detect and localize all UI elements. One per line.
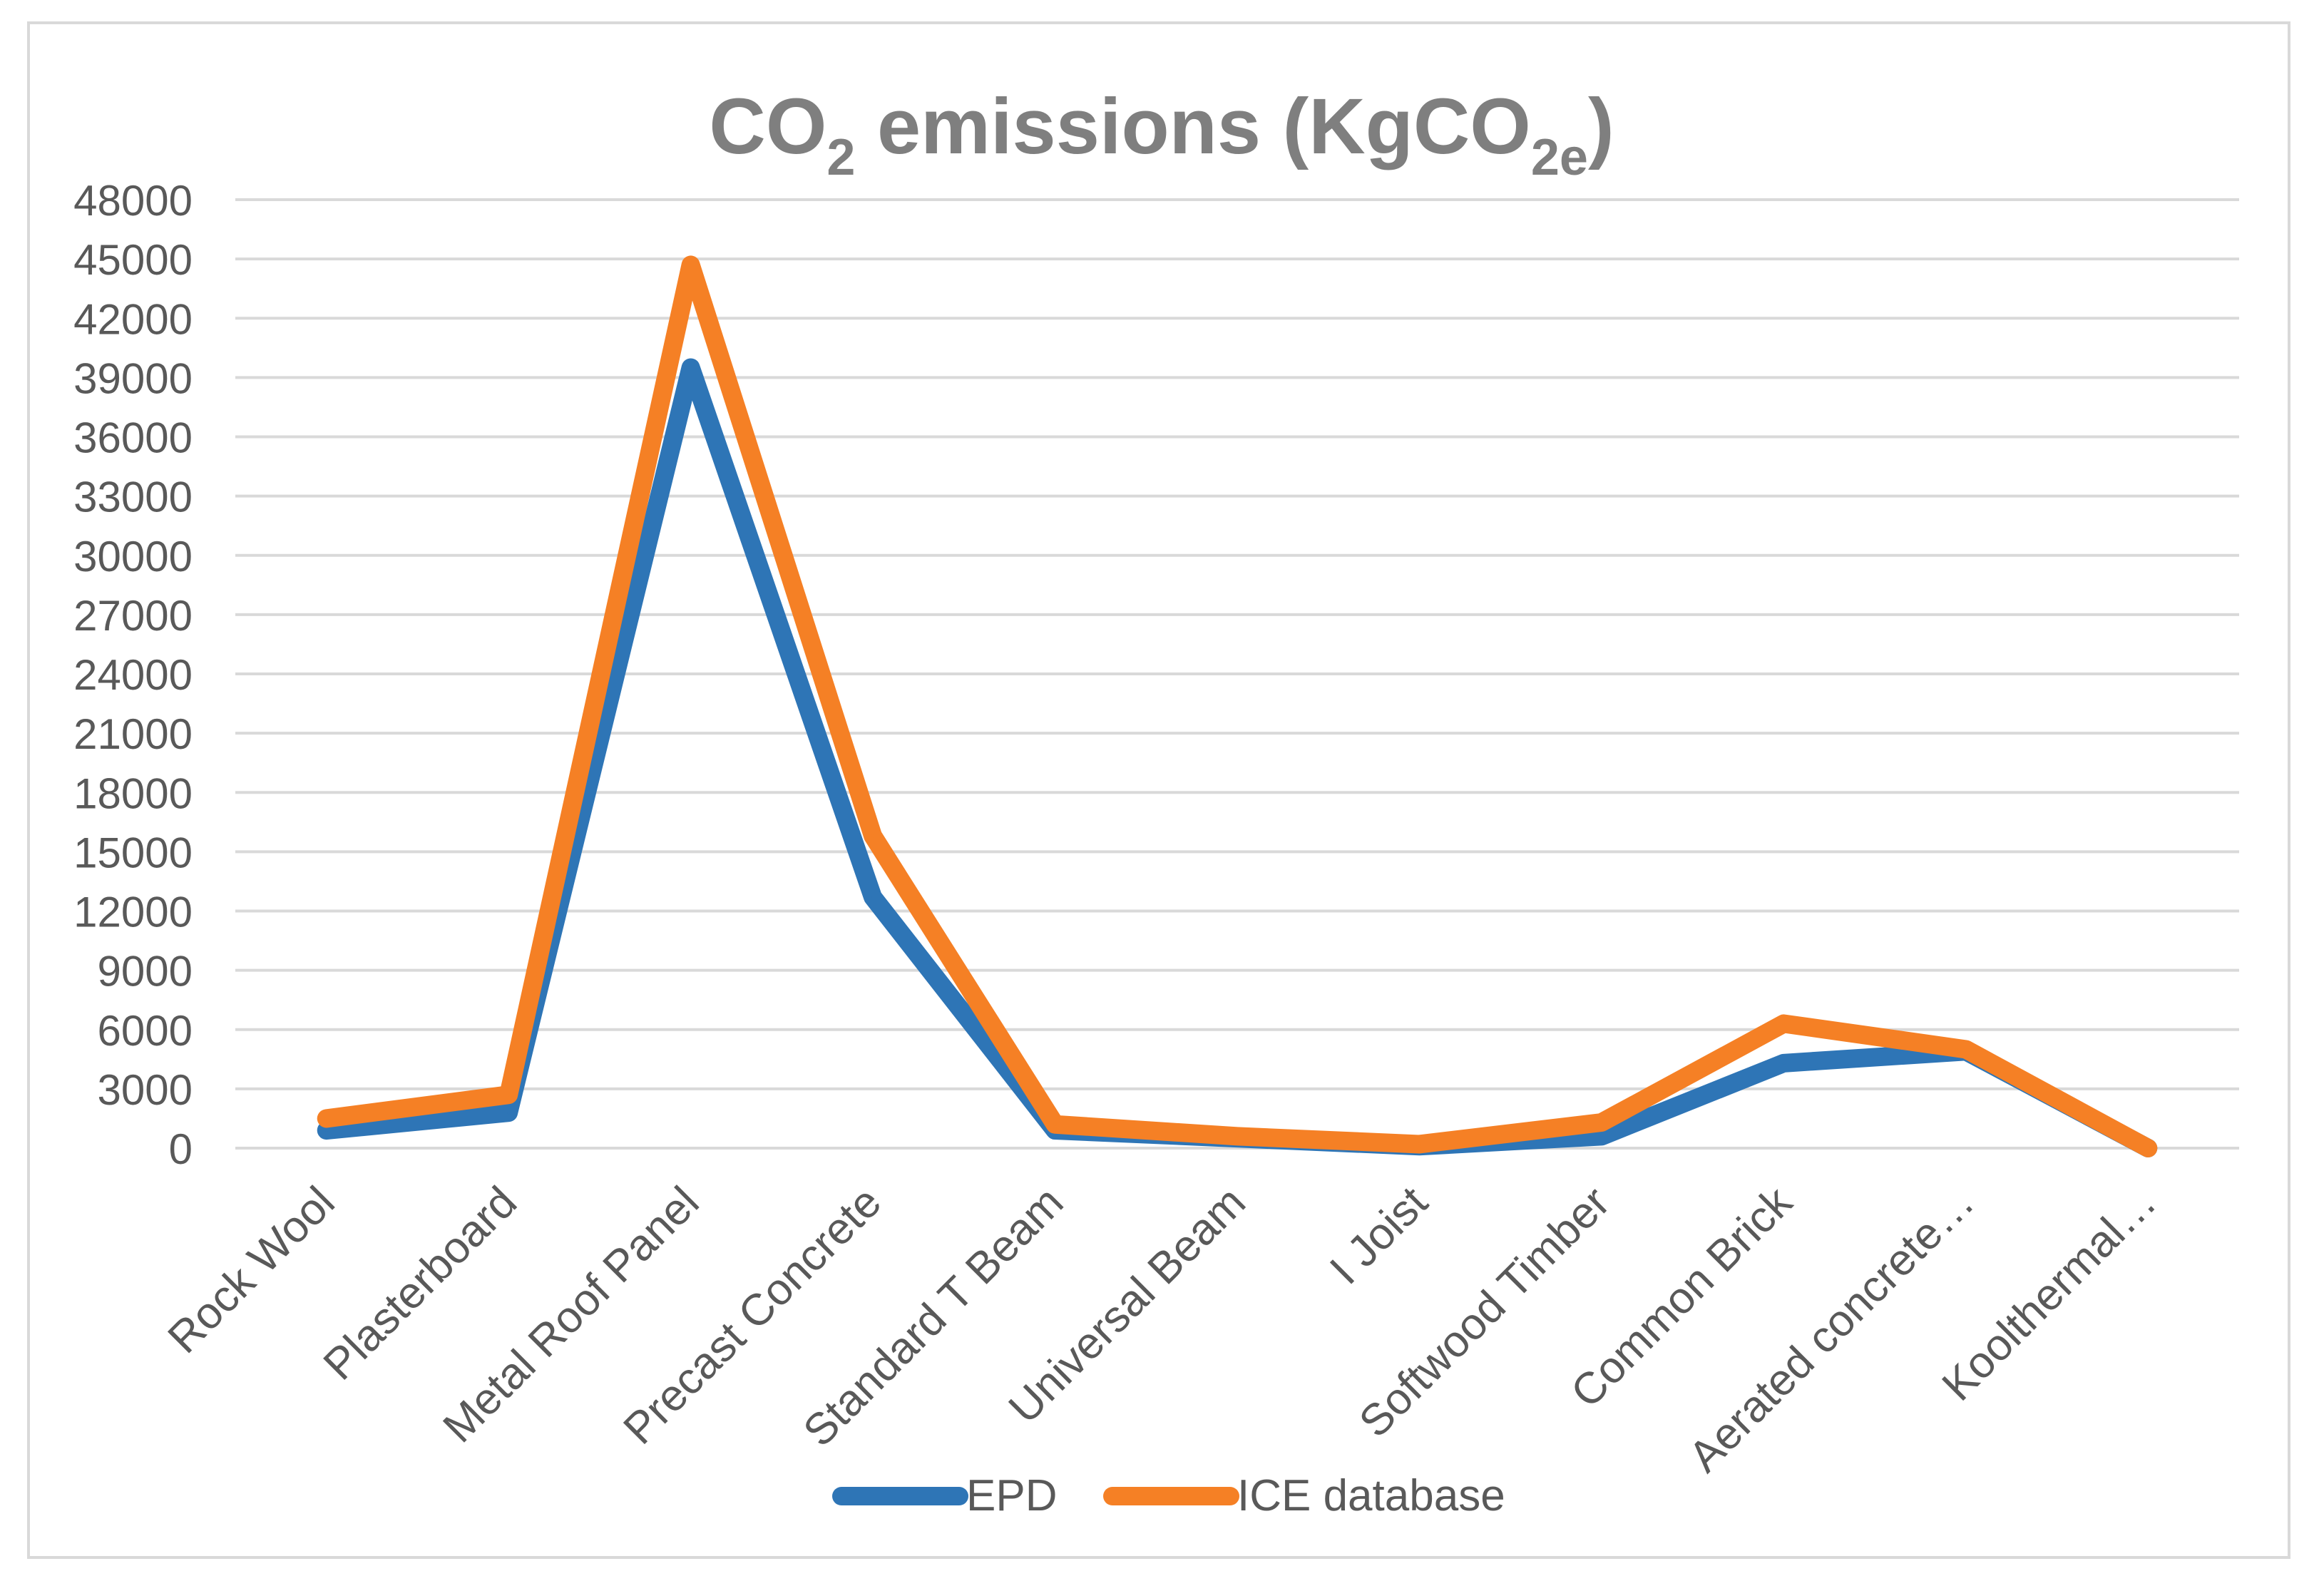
data-point (507, 1093, 511, 1097)
data-point (507, 1111, 511, 1115)
y-tick-label: 39000 (73, 354, 193, 402)
data-point (2146, 1147, 2150, 1150)
chart-title: CO2 emissions (KgCO2e) (709, 83, 1614, 186)
data-point (689, 366, 692, 369)
data-point (324, 1117, 328, 1120)
y-tick-label: 15000 (73, 829, 193, 876)
legend: EPD ICE database (832, 1471, 1505, 1520)
y-tick-label: 24000 (73, 651, 193, 699)
legend-label: EPD (966, 1471, 1057, 1520)
data-point (871, 834, 875, 838)
y-tick-label: 18000 (73, 769, 193, 817)
y-tick-label: 27000 (73, 592, 193, 640)
y-axis: 0 3000 6000 9000 12000 15000 18000 21000 24000 27… (73, 177, 193, 1173)
y-tick-label: 45000 (73, 236, 193, 284)
data-point (1599, 1120, 1603, 1124)
y-tick-label: 0 (169, 1125, 193, 1173)
data-point (1418, 1142, 1421, 1146)
data-point (871, 896, 875, 899)
y-tick-label: 30000 (73, 533, 193, 580)
y-tick-label: 9000 (98, 948, 193, 996)
data-point (1236, 1135, 1239, 1138)
chart-frame (27, 21, 2290, 1559)
y-tick-label: 6000 (98, 1007, 193, 1055)
y-tick-label: 12000 (73, 889, 193, 936)
series-lines (317, 255, 2158, 1157)
series-line-ice-database (317, 255, 2158, 1157)
y-tick-label: 48000 (73, 177, 193, 225)
data-point (689, 263, 692, 267)
x-tick-label: I Joist (1321, 1177, 1437, 1294)
data-point (1599, 1135, 1603, 1138)
x-tick-label: Rock Wool (159, 1177, 344, 1363)
y-tick-label: 21000 (73, 710, 193, 758)
y-tick-label: 42000 (73, 295, 193, 343)
y-tick-label: 36000 (73, 414, 193, 462)
y-tick-label: 3000 (98, 1066, 193, 1114)
data-point (1782, 1061, 1786, 1065)
gridlines (235, 198, 2239, 1150)
data-point (324, 1129, 328, 1132)
data-point (1964, 1048, 1967, 1051)
y-tick-label: 33000 (73, 474, 193, 521)
data-point (1782, 1022, 1786, 1025)
legend-label: ICE database (1237, 1471, 1505, 1520)
data-point (1053, 1122, 1057, 1126)
